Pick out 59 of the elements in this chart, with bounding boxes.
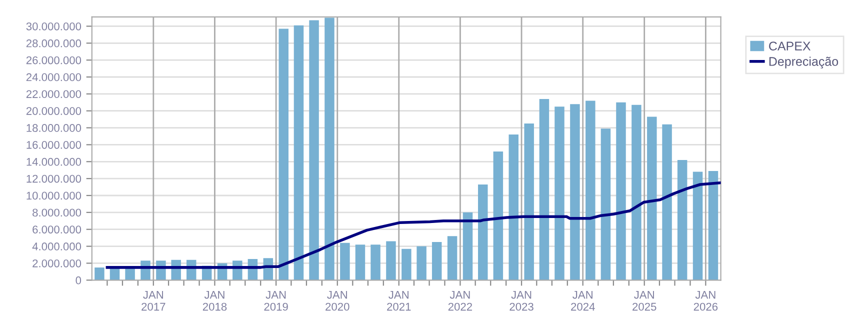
bar bbox=[478, 184, 488, 280]
bar bbox=[340, 242, 350, 280]
y-tick-label: 8.000.000 bbox=[32, 208, 82, 217]
bar bbox=[324, 18, 334, 280]
x-tick-label: JAN 2021 bbox=[387, 290, 411, 311]
legend-label: CAPEX bbox=[769, 42, 811, 50]
y-tick-label: 16.000.000 bbox=[26, 140, 82, 149]
bar bbox=[692, 172, 703, 280]
y-tick-label: 18.000.000 bbox=[26, 124, 82, 132]
y-tick-label: 26.000.000 bbox=[26, 56, 82, 64]
bar bbox=[386, 241, 396, 280]
bar bbox=[708, 170, 718, 280]
bar bbox=[462, 212, 473, 280]
y-tick-label: 20.000.000 bbox=[26, 107, 82, 115]
y-tick-label: 24.000.000 bbox=[26, 73, 82, 82]
bar bbox=[632, 104, 642, 280]
x-tick-label: JAN 2023 bbox=[510, 290, 534, 311]
bar bbox=[539, 99, 550, 280]
x-tick-label: JAN 2025 bbox=[632, 290, 656, 311]
bar bbox=[447, 236, 458, 280]
y-tick-label: 0 bbox=[76, 276, 82, 284]
y-tick-label: 4.000.000 bbox=[32, 242, 82, 250]
bar bbox=[600, 128, 611, 280]
bar bbox=[524, 124, 534, 280]
x-tick-label: JAN 2018 bbox=[202, 290, 227, 311]
y-tick-label: 28.000.000 bbox=[26, 39, 82, 48]
x-tick-label: JAN 2019 bbox=[264, 290, 288, 311]
bar bbox=[677, 160, 688, 280]
bar bbox=[662, 124, 672, 280]
bar bbox=[493, 151, 504, 280]
bar bbox=[294, 25, 304, 280]
bar bbox=[370, 244, 380, 280]
bar bbox=[508, 134, 519, 280]
y-tick-label: 6.000.000 bbox=[32, 226, 82, 234]
bar bbox=[94, 267, 104, 280]
legend-label: Depreciação bbox=[769, 56, 838, 68]
y-tick-label: 14.000.000 bbox=[26, 158, 82, 166]
line-series bbox=[106, 181, 721, 269]
bar bbox=[416, 246, 426, 280]
x-tick-label: JAN 2026 bbox=[694, 290, 718, 311]
y-tick-label: 22.000.000 bbox=[26, 90, 82, 98]
y-tick-label: 2.000.000 bbox=[32, 259, 82, 268]
bar bbox=[355, 244, 366, 280]
y-tick-label: 10.000.000 bbox=[26, 192, 82, 200]
x-tick-label: JAN 2024 bbox=[571, 290, 595, 311]
bar bbox=[309, 20, 319, 280]
bar bbox=[278, 28, 288, 280]
y-tick-label: 12.000.000 bbox=[26, 174, 82, 183]
bar bbox=[570, 104, 580, 280]
x-tick-label: JAN 2022 bbox=[448, 290, 472, 311]
bar bbox=[616, 102, 626, 280]
y-tick-label: 30.000.000 bbox=[26, 22, 82, 30]
bar bbox=[554, 106, 564, 280]
bar bbox=[586, 100, 596, 280]
bar bbox=[647, 116, 657, 280]
bar bbox=[402, 248, 412, 280]
x-tick-label: JAN 2020 bbox=[326, 290, 350, 311]
x-tick-label: JAN 2017 bbox=[142, 290, 166, 311]
bar bbox=[432, 242, 442, 280]
